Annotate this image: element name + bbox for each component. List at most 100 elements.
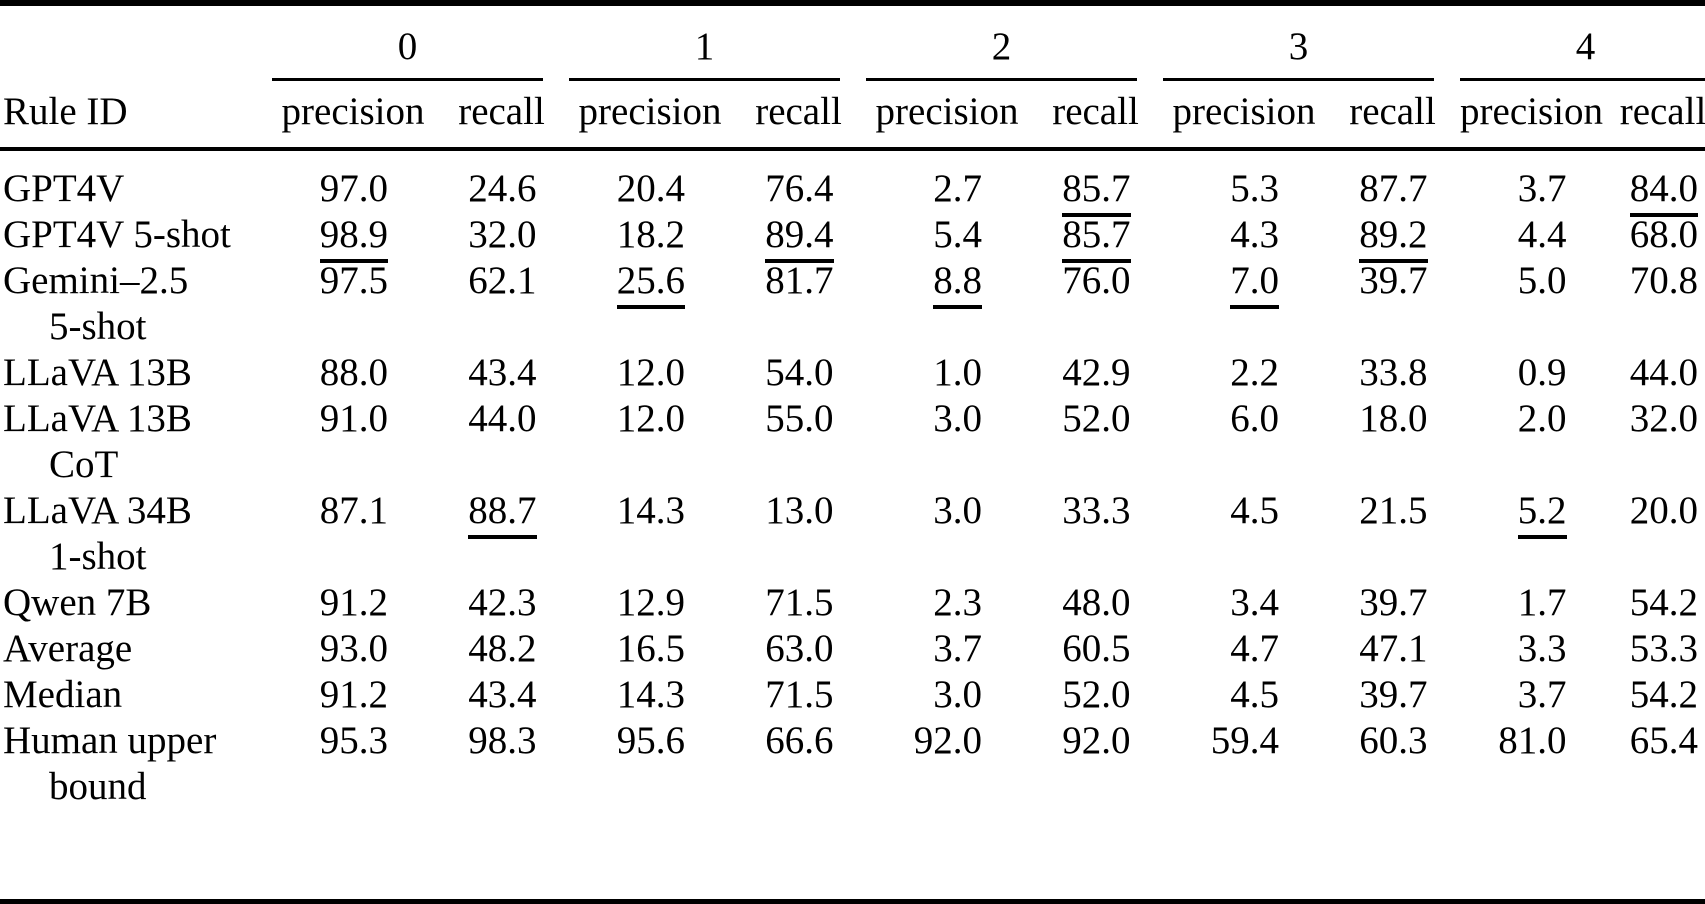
underlined-value: 5.2 — [1517, 489, 1567, 539]
value-cell: 85.7 — [1040, 149, 1151, 217]
row-label-line1: LLaVA 13B — [3, 351, 192, 394]
metric-value: 52.0 — [1062, 397, 1131, 440]
row-label-line2: CoT — [49, 443, 119, 486]
value-cell: 89.4 — [743, 212, 854, 263]
value-cell: 14.3 — [557, 672, 743, 718]
metric-value: 2.7 — [933, 167, 982, 210]
underlined-value: 25.6 — [616, 259, 685, 309]
table-row: GPT4V 97.0 24.6 20.4 76.4 2.7 85.7 5.3 87.7 3.7 84… — [0, 149, 1705, 217]
metric-value: 39.7 — [1359, 673, 1428, 716]
metric-value: 81.0 — [1498, 719, 1567, 762]
value-cell: 93.0 — [260, 626, 446, 672]
value-cell: 87.7 — [1337, 149, 1448, 212]
value-cell: 4.3 — [1151, 212, 1337, 258]
value-cell: 3.7 — [854, 626, 1040, 672]
metric-value: 3.0 — [933, 489, 982, 532]
metric-value: 4.3 — [1230, 213, 1279, 256]
metric-value: 42.3 — [468, 581, 537, 624]
metric-value: 42.9 — [1062, 351, 1131, 394]
value-cell: 21.5 — [1337, 488, 1448, 580]
metric-value: 44.0 — [1629, 351, 1698, 394]
metric-value: 4.5 — [1230, 673, 1279, 716]
value-cell: 81.0 — [1448, 718, 1615, 810]
value-cell: 1.7 — [1448, 580, 1615, 626]
row-label: Human upper bound — [0, 718, 260, 810]
value-cell: 92.0 — [854, 718, 1040, 810]
metric-value: 97.0 — [319, 167, 388, 210]
group-header-3: 3 — [1151, 6, 1448, 81]
value-cell: 12.0 — [557, 350, 743, 396]
group-header-1: 1 — [557, 6, 854, 81]
value-cell: 44.0 — [1615, 350, 1705, 396]
value-cell: 3.4 — [1151, 580, 1337, 626]
metric-value: 92.0 — [1062, 719, 1131, 762]
group-header-2: 2 — [854, 6, 1151, 81]
metric-value: 81.7 — [765, 259, 834, 302]
value-cell: 97.0 — [260, 149, 446, 212]
metric-value: 3.4 — [1230, 581, 1279, 624]
metric-value: 25.6 — [615, 258, 685, 309]
row-label-line2: 1-shot — [49, 535, 147, 578]
row-label-line1: Gemini–2.5 — [3, 259, 189, 302]
value-cell: 20.4 — [557, 149, 743, 212]
metric-value: 87.7 — [1359, 167, 1428, 210]
metric-value: 3.7 — [1517, 673, 1567, 716]
metric-value: 93.0 — [319, 627, 388, 670]
row-label-line2: 5-shot — [49, 305, 147, 348]
value-cell: 42.9 — [1040, 350, 1151, 396]
group-header-0: 0 — [260, 6, 557, 81]
value-cell: 43.4 — [446, 672, 557, 718]
group-1-label: 1 — [694, 25, 715, 68]
recall-header-1: recall — [743, 81, 854, 151]
metric-value: 4.4 — [1517, 213, 1567, 256]
row-label-line1: GPT4V 5-shot — [3, 213, 231, 256]
metric-value: 62.1 — [468, 259, 537, 302]
value-cell: 4.7 — [1151, 626, 1337, 672]
recall-header-2: recall — [1040, 81, 1151, 151]
value-cell: 76.4 — [743, 149, 854, 212]
rule-id-header: Rule ID — [0, 6, 260, 151]
metric-value: 91.2 — [319, 581, 388, 624]
value-cell: 20.0 — [1615, 488, 1705, 580]
metric-value: 33.3 — [1062, 489, 1131, 532]
precision-header-4: precision — [1448, 81, 1615, 151]
metric-value: 97.5 — [319, 259, 388, 302]
value-cell: 44.0 — [446, 396, 557, 488]
metric-value: 2.2 — [1230, 351, 1279, 394]
metric-value: 24.6 — [468, 167, 537, 210]
metric-value: 63.0 — [765, 627, 834, 670]
value-cell: 60.5 — [1040, 626, 1151, 672]
metric-value: 85.7 — [1061, 212, 1131, 263]
value-cell: 54.2 — [1615, 580, 1705, 626]
value-cell: 18.2 — [557, 212, 743, 258]
group-4-rule: 4 — [1460, 24, 1705, 81]
metric-value: 91.0 — [319, 397, 388, 440]
value-cell: 95.6 — [557, 718, 743, 810]
metric-value: 6.0 — [1230, 397, 1279, 440]
metric-value: 8.8 — [912, 258, 982, 309]
value-cell: 2.3 — [854, 580, 1040, 626]
value-cell: 65.4 — [1615, 718, 1705, 810]
metric-value: 43.4 — [468, 673, 537, 716]
group-1-rule: 1 — [569, 24, 840, 81]
metric-value: 14.3 — [616, 489, 685, 532]
value-cell: 59.4 — [1151, 718, 1337, 810]
metric-value: 92.0 — [913, 719, 982, 762]
underlined-value: 7.0 — [1230, 259, 1279, 309]
value-cell: 18.0 — [1337, 396, 1448, 488]
table-row: LLaVA 13B 88.0 43.4 12.0 54.0 1.0 42.9 2.2 33.8 0… — [0, 350, 1705, 396]
table-row: LLaVA 34B 1-shot 87.1 88.7 14.3 13.0 3.0 33.3 4.… — [0, 488, 1705, 580]
value-cell: 14.3 — [557, 488, 743, 580]
group-header-row: Rule ID 0 1 2 3 4 — [0, 6, 1705, 151]
metric-value: 60.3 — [1359, 719, 1428, 762]
metric-value: 89.2 — [1358, 212, 1428, 263]
value-cell: 43.4 — [446, 350, 557, 396]
row-label-line1: GPT4V — [3, 167, 125, 210]
value-cell: 7.0 — [1151, 258, 1337, 350]
value-cell: 1.0 — [854, 350, 1040, 396]
value-cell: 2.2 — [1151, 350, 1337, 396]
table-body: GPT4V 97.0 24.6 20.4 76.4 2.7 85.7 5.3 87.7 3.7 84… — [0, 149, 1705, 810]
value-cell: 62.1 — [446, 258, 557, 350]
value-cell: 42.3 — [446, 580, 557, 626]
value-cell: 91.2 — [260, 672, 446, 718]
